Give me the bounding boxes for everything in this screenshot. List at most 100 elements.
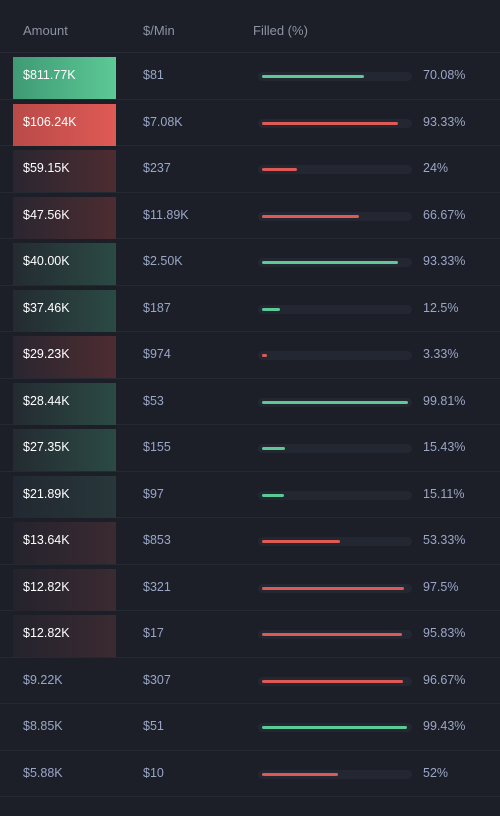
filled-progress-fill [262, 214, 360, 218]
table-row[interactable]: $12.82K $321 97.5% [0, 565, 500, 611]
amount-value: $106.24K [23, 114, 77, 129]
filled-progress-fill [262, 261, 399, 264]
table-row[interactable]: $40.00K $2.50K 93.33% [0, 239, 500, 286]
table-row[interactable]: $13.64K $853 53.33% [0, 518, 500, 565]
filled-progress-fill [262, 354, 267, 357]
amount-value: $9.22K [23, 672, 63, 687]
filled-progress-bar [258, 769, 412, 779]
amount-highlight [13, 475, 116, 518]
rate-value: $53 [143, 393, 164, 408]
filled-column-header[interactable]: Filled (%) [253, 23, 308, 38]
table-header: Amount $/Min Filled (%) [0, 0, 500, 53]
rate-value: $321 [143, 579, 171, 594]
amount-highlight [13, 522, 116, 564]
table-row[interactable]: $21.89K $97 15.11% [0, 472, 500, 518]
table-row[interactable]: $8.85K $51 99.43% [0, 704, 500, 751]
filled-progress-bar [258, 304, 412, 314]
rate-value: $17 [143, 626, 164, 640]
amount-value: $811.77K [23, 68, 76, 82]
amount-value: $12.82K [23, 579, 70, 594]
rate-value: $7.08K [143, 114, 183, 129]
rate-column-header[interactable]: $/Min [143, 23, 175, 38]
rate-value: $974 [143, 347, 171, 361]
filled-progress-fill [262, 121, 399, 125]
filled-progress-bar [258, 630, 412, 639]
rate-value: $2.50K [143, 254, 183, 268]
filled-progress-fill [262, 772, 338, 776]
filled-progress-fill [262, 75, 365, 78]
amount-highlight [13, 568, 116, 611]
amount-value: $5.88K [23, 765, 63, 780]
filled-percent: 15.11% [423, 486, 465, 501]
filled-progress-fill [262, 307, 281, 311]
amount-value: $29.23K [23, 347, 70, 361]
rate-value: $237 [143, 161, 171, 175]
table-row[interactable]: $27.35K $155 15.43% [0, 425, 500, 472]
filled-progress-fill [262, 586, 405, 590]
filled-progress-bar [258, 165, 412, 174]
table-row[interactable]: $47.56K $11.89K 66.67% [0, 193, 500, 239]
rate-value: $187 [143, 300, 171, 315]
table-row[interactable]: $29.23K $974 3.33% [0, 332, 500, 379]
filled-percent: 70.08% [423, 68, 466, 82]
filled-progress-bar [258, 723, 412, 732]
filled-percent: 95.83% [423, 626, 466, 640]
filled-percent: 12.5% [423, 300, 459, 315]
filled-percent: 99.81% [423, 393, 466, 408]
amount-highlight [13, 243, 116, 285]
table-row[interactable]: $37.46K $187 12.5% [0, 286, 500, 332]
table-row[interactable]: $28.44K $53 99.81% [0, 379, 500, 425]
amount-value: $12.82K [23, 626, 70, 640]
filled-progress-bar [258, 537, 412, 546]
filled-progress-fill [262, 168, 298, 171]
table-row[interactable]: $59.15K $237 24% [0, 146, 500, 193]
amount-highlight [13, 336, 116, 378]
orders-list: $811.77K $81 70.08% $106.24K $7.08K 93.33% $59… [0, 53, 500, 797]
amount-value: $37.46K [23, 300, 70, 315]
filled-percent: 66.67% [423, 207, 466, 222]
filled-progress-fill [262, 493, 285, 497]
filled-progress-bar [258, 397, 412, 407]
filled-progress-bar [258, 258, 412, 267]
filled-percent: 53.33% [423, 533, 466, 547]
rate-value: $51 [143, 719, 164, 733]
amount-value: $40.00K [23, 254, 70, 268]
table-row[interactable]: $811.77K $81 70.08% [0, 53, 500, 100]
filled-progress-bar [258, 72, 412, 81]
filled-percent: 3.33% [423, 347, 459, 361]
amount-highlight [13, 382, 116, 425]
filled-progress-bar [258, 444, 412, 453]
filled-progress-fill [262, 679, 404, 683]
filled-percent: 52% [423, 765, 449, 780]
filled-progress-fill [262, 726, 408, 729]
table-row[interactable]: $106.24K $7.08K 93.33% [0, 100, 500, 146]
amount-highlight [13, 429, 116, 471]
table-row[interactable]: $5.88K $10 52% [0, 751, 500, 797]
amount-highlight [13, 150, 116, 192]
amount-highlight [13, 57, 116, 99]
table-row[interactable]: $12.82K $17 95.83% [0, 611, 500, 658]
amount-highlight [13, 103, 116, 146]
filled-progress-fill [262, 447, 285, 450]
amount-highlight [13, 196, 116, 239]
filled-progress-fill [262, 400, 408, 404]
amount-value: $47.56K [23, 207, 70, 222]
filled-progress-bar [258, 676, 412, 686]
filled-percent: 24% [423, 161, 449, 175]
amount-value: $13.64K [23, 533, 70, 547]
filled-percent: 97.5% [423, 579, 459, 594]
filled-percent: 93.33% [423, 114, 466, 129]
filled-progress-bar [258, 490, 412, 500]
filled-progress-bar [258, 583, 412, 593]
filled-percent: 96.67% [423, 672, 466, 687]
filled-progress-bar [258, 211, 412, 221]
rate-value: $307 [143, 672, 171, 687]
filled-percent: 93.33% [423, 254, 466, 268]
table-row[interactable]: $9.22K $307 96.67% [0, 658, 500, 704]
amount-highlight [13, 615, 116, 657]
amount-highlight [13, 289, 116, 332]
rate-value: $81 [143, 68, 164, 82]
filled-percent: 99.43% [423, 719, 466, 733]
amount-value: $27.35K [23, 440, 70, 454]
amount-column-header[interactable]: Amount [23, 23, 68, 38]
